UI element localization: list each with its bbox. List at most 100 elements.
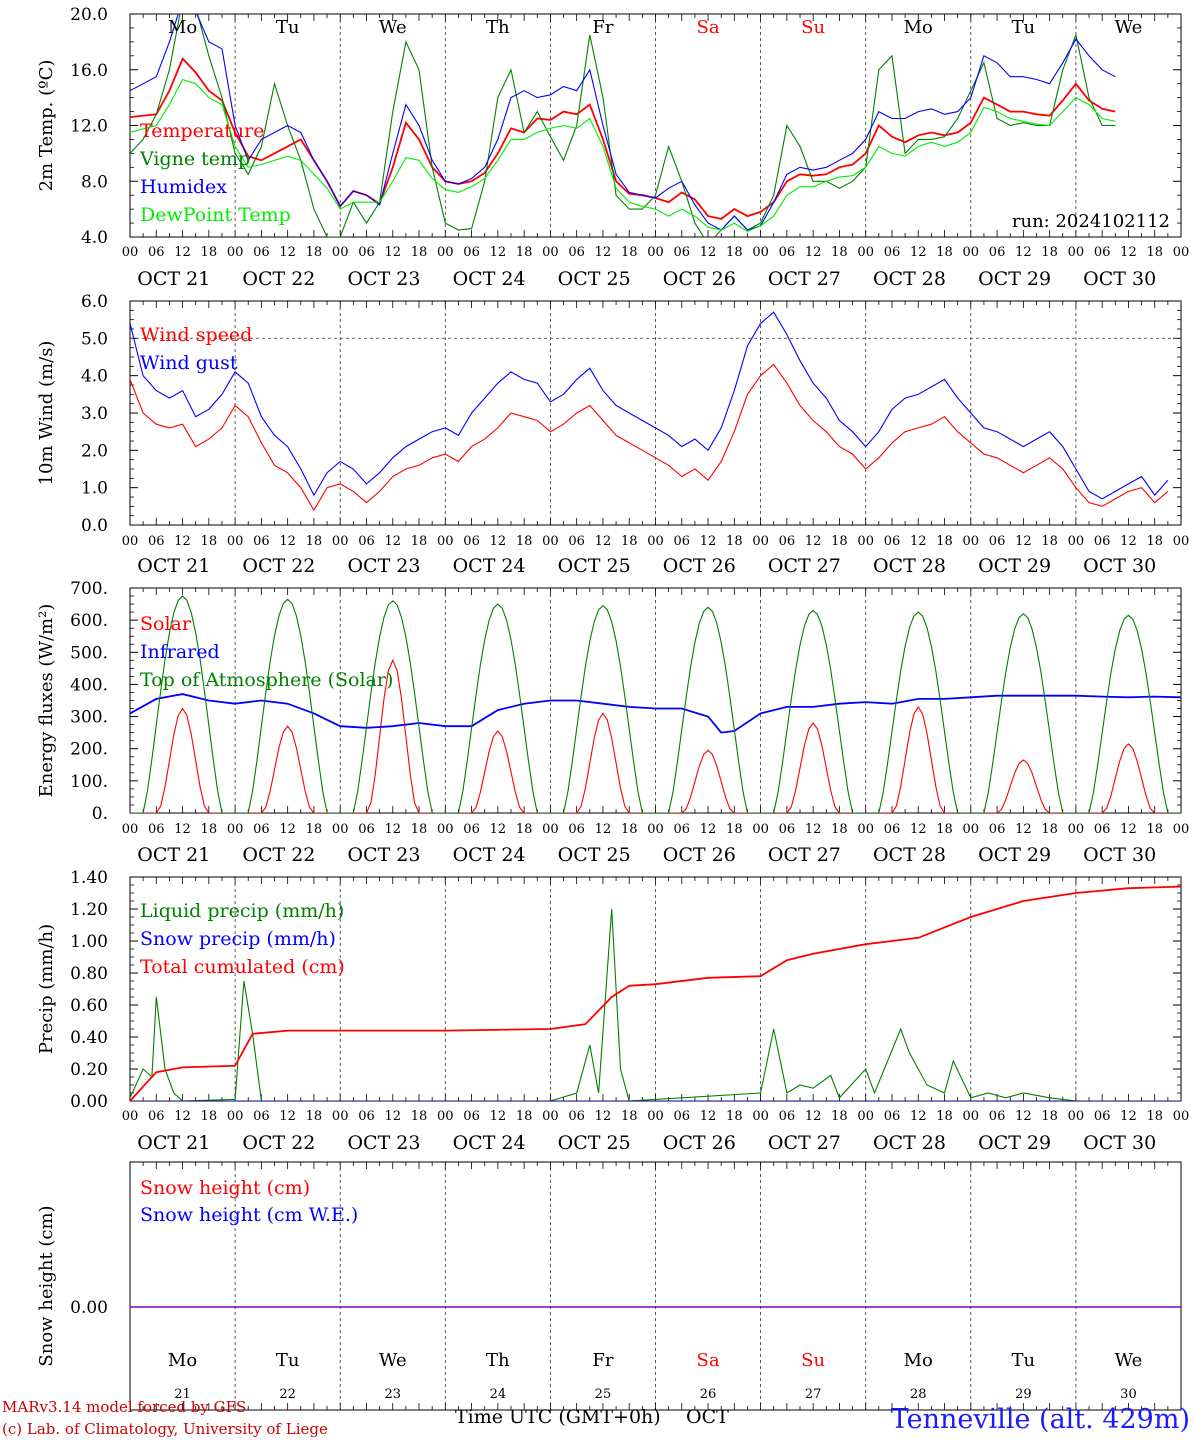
date-label: OCT 30 — [1083, 268, 1156, 290]
hour-tick-label: 12 — [384, 822, 401, 837]
hour-tick-label: 12 — [1120, 245, 1137, 260]
y-tick-label: 1.40 — [70, 868, 108, 888]
hour-tick-label: 12 — [700, 822, 717, 837]
date-label: OCT 26 — [663, 844, 736, 866]
station-label: Tenneville (alt. 429m) — [891, 1404, 1190, 1435]
date-label: OCT 27 — [768, 268, 841, 290]
hour-tick-label: 06 — [148, 1109, 165, 1124]
hour-tick-label: 06 — [253, 245, 270, 260]
panel-energy: 0. 100. 200. 300. 400. 500. 600. 700. Energy flu… — [36, 579, 1189, 866]
hour-tick-label: 18 — [621, 822, 638, 837]
hour-tick-label: 18 — [1146, 822, 1163, 837]
hour-tick-label: 18 — [1041, 1109, 1058, 1124]
credit-line-1: MARv3.14 model forced by GFS — [2, 1398, 246, 1416]
hour-tick-label: 18 — [306, 245, 323, 260]
hour-tick-label: 12 — [279, 822, 296, 837]
hour-tick-label: 00 — [542, 534, 559, 549]
hour-tick-label: 18 — [516, 822, 533, 837]
hour-tick-label: 18 — [936, 534, 953, 549]
weekday-label: Mo — [904, 1350, 933, 1371]
y-axis-label: 10m Wind (m/s) — [36, 341, 57, 486]
date-label: OCT 21 — [137, 1132, 210, 1154]
legend-entry: Wind speed — [140, 324, 252, 346]
date-label: OCT 24 — [453, 844, 526, 866]
hour-tick-label: 18 — [621, 1109, 638, 1124]
date-label: OCT 25 — [558, 268, 631, 290]
date-label: OCT 28 — [873, 555, 946, 577]
legend-entry: Temperature — [140, 120, 264, 142]
hour-tick-label: 06 — [779, 245, 796, 260]
hour-tick-label: 06 — [779, 1109, 796, 1124]
y-tick-label: 6.0 — [81, 292, 108, 312]
date-label: OCT 24 — [453, 268, 526, 290]
hour-tick-label: 12 — [490, 534, 507, 549]
hour-tick-label: 00 — [647, 534, 664, 549]
hour-tick-label: 12 — [1015, 822, 1032, 837]
series-line-infrared — [130, 693, 1181, 734]
weekday-label: Fr — [592, 1350, 613, 1371]
hour-tick-label: 18 — [201, 822, 218, 837]
hour-tick-label: 06 — [463, 534, 480, 549]
series-line-dewpoint-temp — [130, 78, 1116, 233]
date-label: OCT 21 — [137, 555, 210, 577]
hour-tick-label: 12 — [700, 1109, 717, 1124]
hour-tick-label: 06 — [463, 245, 480, 260]
hour-tick-label: 06 — [1094, 245, 1111, 260]
hour-tick-label: 00 — [227, 534, 244, 549]
date-label: OCT 23 — [347, 1132, 420, 1154]
hour-tick-label: 18 — [516, 245, 533, 260]
hour-tick-label: 18 — [726, 822, 743, 837]
hour-tick-label: 18 — [201, 245, 218, 260]
hour-tick-label: 18 — [201, 1109, 218, 1124]
hour-tick-label: 00 — [1173, 245, 1190, 260]
hour-tick-label: 12 — [279, 245, 296, 260]
y-tick-label: 100. — [70, 772, 108, 792]
hour-tick-label: 18 — [726, 1109, 743, 1124]
hour-tick-label: 12 — [1120, 822, 1137, 837]
weekday-label: Tu — [1012, 1350, 1036, 1371]
day-number-label: 29 — [1015, 1387, 1032, 1402]
series-line-solar — [130, 658, 1181, 813]
hour-tick-label: 06 — [568, 534, 585, 549]
date-label: OCT 28 — [873, 268, 946, 290]
hour-tick-label: 06 — [674, 245, 691, 260]
date-label: OCT 21 — [137, 268, 210, 290]
hour-tick-label: 00 — [542, 245, 559, 260]
y-tick-label: 200. — [70, 740, 108, 760]
legend-entry: DewPoint Temp — [140, 204, 291, 226]
hour-tick-label: 06 — [253, 534, 270, 549]
hour-tick-label: 12 — [910, 1109, 927, 1124]
hour-tick-label: 12 — [595, 534, 612, 549]
y-tick-label: 1.00 — [70, 932, 108, 952]
date-label: OCT 23 — [347, 844, 420, 866]
weekday-label: We — [379, 17, 407, 38]
y-tick-label: 300. — [70, 708, 108, 728]
y-tick-label: 500. — [70, 643, 108, 663]
day-number-label: 26 — [700, 1387, 717, 1402]
y-axis-label: Snow height (cm) — [36, 1205, 57, 1366]
hour-tick-label: 18 — [516, 1109, 533, 1124]
hour-tick-label: 00 — [963, 534, 980, 549]
hour-tick-label: 06 — [568, 822, 585, 837]
day-number-label: 27 — [805, 1387, 822, 1402]
panel-snow: 0.00 Snow height (cm) Snow height (cm) Snow… — [36, 1161, 1182, 1411]
hour-tick-label: 06 — [568, 1109, 585, 1124]
hour-tick-label: 00 — [332, 534, 349, 549]
hour-tick-label: 06 — [989, 534, 1006, 549]
date-label: OCT 29 — [978, 555, 1051, 577]
date-label: OCT 26 — [663, 555, 736, 577]
hour-tick-label: 12 — [384, 1109, 401, 1124]
hour-tick-label: 06 — [1094, 1109, 1111, 1124]
legend-entry: Humidex — [140, 176, 227, 198]
hour-tick-label: 12 — [910, 245, 927, 260]
panel-frame — [129, 587, 1182, 814]
hour-tick-label: 06 — [148, 822, 165, 837]
date-label: OCT 25 — [558, 844, 631, 866]
hour-tick-label: 18 — [1146, 245, 1163, 260]
hour-tick-label: 18 — [516, 534, 533, 549]
hour-tick-label: 18 — [1146, 1109, 1163, 1124]
date-label: OCT 30 — [1083, 844, 1156, 866]
hour-tick-label: 12 — [1120, 534, 1137, 549]
weekday-label: Tu — [1012, 17, 1036, 38]
legend-entry: Solar — [140, 613, 192, 635]
